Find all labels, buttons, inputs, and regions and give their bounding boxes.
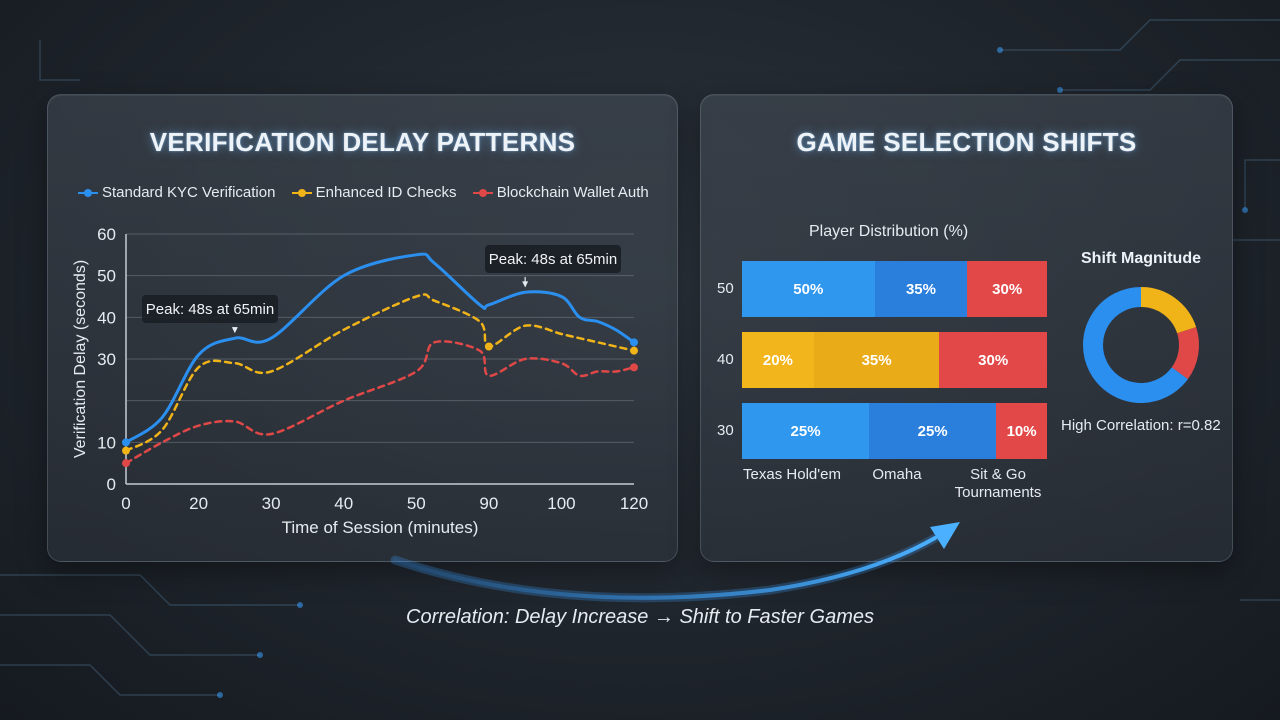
bar-segment: 50% (742, 261, 875, 317)
bar-segment: 25% (869, 403, 997, 459)
series-point (484, 342, 493, 351)
bar-category-label: Omaha (872, 466, 922, 483)
panel-title: GAME SELECTION SHIFTS (796, 127, 1137, 157)
bar-row-label: 50 (717, 280, 734, 297)
legend-label: Enhanced ID Checks (315, 184, 457, 201)
annotation-text: Peak: 48s at 65min (146, 301, 274, 318)
legend-item-standard-kyc: Standard KYC Verification (78, 184, 275, 201)
legend-label: Blockchain Wallet Auth (496, 184, 649, 201)
legend-label: Standard KYC Verification (102, 184, 276, 201)
chart-annotations: Peak: 48s at 65min Peak: 48s at 65min (142, 245, 621, 334)
chart-legend: Standard KYC Verification Enhanced ID Ch… (78, 184, 661, 201)
series-line-1 (124, 252, 636, 444)
series-endpoint (630, 346, 638, 355)
bar-category-label: Sit & Go Tournaments (954, 466, 1042, 501)
series-endpoint (122, 438, 130, 447)
x-tick-label: 40 (334, 494, 353, 513)
bar-chart-title: Player Distribution (%) (809, 223, 969, 240)
verification-delay-panel: VERIFICATION DELAY PATTERNS Standard KYC… (47, 94, 678, 562)
annotation-text: Peak: 48s at 65min (489, 251, 617, 268)
legend-item-enhanced-id: Enhanced ID Checks (291, 184, 457, 201)
bar-segment: 20% (742, 332, 814, 388)
legend-swatch-yellow (291, 188, 312, 198)
series-endpoint (122, 459, 130, 468)
panel-title: VERIFICATION DELAY PATTERNS (149, 127, 576, 157)
chart-series (122, 252, 638, 468)
donut-slice (1140, 287, 1197, 334)
y-axis-label: Verification Delay (seconds) (72, 260, 89, 458)
y-tick-label: 0 (107, 475, 116, 494)
y-tick-label: 60 (97, 225, 116, 244)
x-axis-label: Time of Session (minutes) (282, 518, 479, 537)
bar-segment: 10% (996, 403, 1047, 459)
bar-row-label: 30 (717, 422, 734, 439)
series-line-3 (124, 340, 636, 465)
y-tick-label: 50 (97, 267, 116, 286)
y-tick-label: 10 (97, 433, 116, 452)
donut-slice (1171, 327, 1199, 380)
x-tick-label: 30 (262, 494, 281, 513)
game-selection-panel: GAME SELECTION SHIFTS Player Distributio… (700, 94, 1233, 562)
bar-row-label: 40 (717, 351, 734, 368)
bar-segment: 30% (967, 261, 1047, 317)
annotation-box (485, 245, 621, 273)
legend-item-blockchain-wallet: Blockchain Wallet Auth (472, 184, 649, 201)
chart-axes: 0 10 30 40 50 60 0 20 30 40 50 90 100 120 Time of Sess… (72, 225, 648, 537)
annotation-arrow-icon (522, 281, 529, 288)
bar-segment: 30% (939, 332, 1047, 388)
series-endpoint (630, 363, 638, 372)
series-endpoint (122, 446, 130, 455)
y-tick-label: 40 (97, 308, 116, 327)
bar-segment: 35% (874, 261, 968, 317)
bar-segment: 25% (742, 403, 870, 459)
annotation-arrow-icon (231, 327, 238, 334)
annotation-box (142, 295, 278, 323)
donut-chart (1083, 287, 1199, 403)
y-tick-label: 30 (97, 350, 116, 369)
x-tick-label: 50 (407, 494, 426, 513)
x-tick-label: 90 (479, 494, 498, 513)
footer-caption: Correlation: Delay Increase → Shift to F… (406, 606, 874, 628)
bar-segment: 35% (813, 332, 940, 388)
legend-swatch-red (472, 188, 493, 198)
series-endpoint (630, 338, 638, 347)
line-chart: 0 10 30 40 50 60 0 20 30 40 50 90 100 120 Time of Sess… (72, 225, 648, 537)
legend-swatch-blue (78, 188, 98, 198)
x-tick-label: 120 (620, 494, 648, 513)
x-tick-label: 20 (189, 494, 208, 513)
series-line-2 (124, 293, 636, 452)
x-tick-label: 100 (547, 494, 575, 513)
bar-category-label: Texas Hold'em (743, 466, 841, 483)
x-tick-label: 0 (121, 494, 130, 513)
donut-title: Shift Magnitude (1081, 250, 1201, 267)
donut-slice (1083, 287, 1188, 403)
correlation-label: High Correlation: r=0.82 (1061, 417, 1221, 434)
